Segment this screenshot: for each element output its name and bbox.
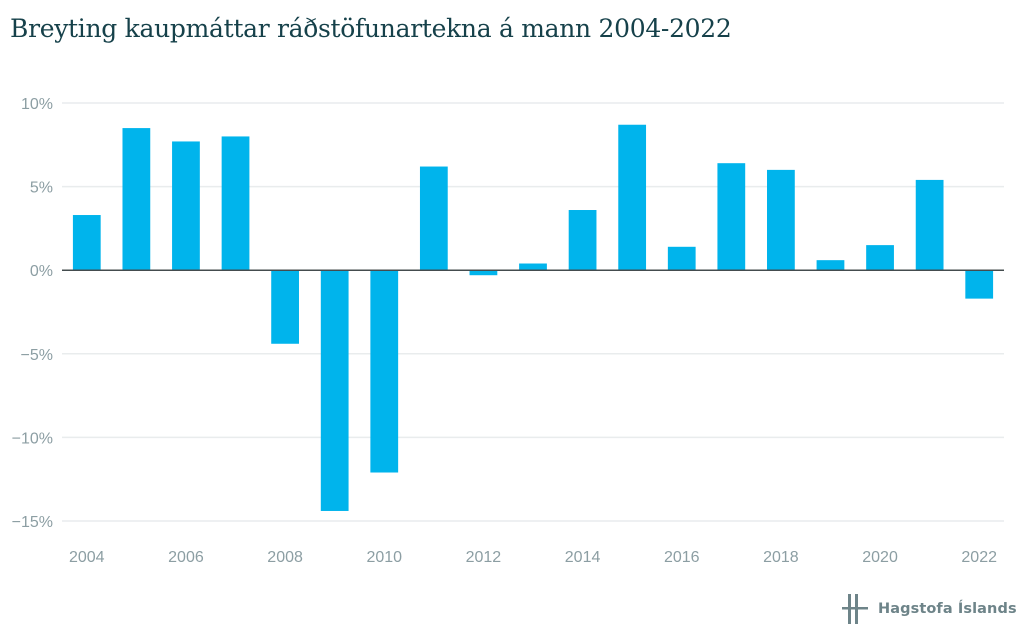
bar-2010	[370, 270, 399, 473]
bar-2022	[965, 270, 994, 299]
hagstofa-logo: Hagstofa Íslands	[842, 592, 1017, 626]
x-axis-ticks: 2004 2006 2008 2010 2012 2014 2016 2018 2020 2022	[69, 549, 997, 566]
y-tick-label: 5%	[30, 180, 53, 197]
y-tick-label: −5%	[21, 347, 53, 364]
x-tick-label: 2010	[366, 549, 402, 566]
bar-2020	[866, 245, 894, 271]
logo-text: Hagstofa Íslands	[878, 601, 1017, 617]
bar-2019	[816, 260, 845, 271]
bar-2011	[419, 166, 448, 271]
x-tick-label: 2012	[466, 549, 502, 566]
gridlines	[62, 102, 1004, 522]
bar-2012	[469, 270, 498, 276]
bars	[72, 124, 994, 511]
bar-2005	[122, 128, 151, 271]
bar-2004	[72, 215, 101, 271]
x-tick-label: 2014	[565, 549, 601, 566]
x-tick-label: 2016	[664, 549, 700, 566]
bar-2008	[271, 270, 299, 344]
bar-2007	[221, 136, 250, 271]
x-tick-label: 2020	[862, 549, 898, 566]
bar-2006	[172, 141, 200, 271]
y-tick-label: −10%	[12, 430, 53, 447]
bar-2015	[618, 124, 647, 271]
bar-2016	[667, 246, 696, 271]
y-tick-label: −15%	[12, 514, 53, 531]
bar-2014	[568, 210, 597, 271]
bar-2017	[717, 163, 746, 271]
x-tick-label: 2022	[961, 549, 997, 566]
x-tick-label: 2006	[168, 549, 204, 566]
bar-2021	[915, 179, 944, 271]
bar-2018	[767, 169, 795, 271]
y-axis-ticks: 10% 5% 0% −5% −10% −15%	[12, 96, 53, 531]
x-tick-label: 2018	[763, 549, 799, 566]
hagstofa-h-logo-icon	[842, 594, 868, 624]
chart-title: Breyting kaupmáttar ráðstöfunartekna á m…	[10, 14, 732, 43]
y-tick-label: 0%	[30, 263, 53, 280]
y-tick-label: 10%	[21, 96, 53, 113]
x-tick-label: 2004	[69, 549, 105, 566]
bar-2009	[320, 270, 349, 511]
bar-2013	[519, 263, 547, 271]
x-tick-label: 2008	[267, 549, 303, 566]
